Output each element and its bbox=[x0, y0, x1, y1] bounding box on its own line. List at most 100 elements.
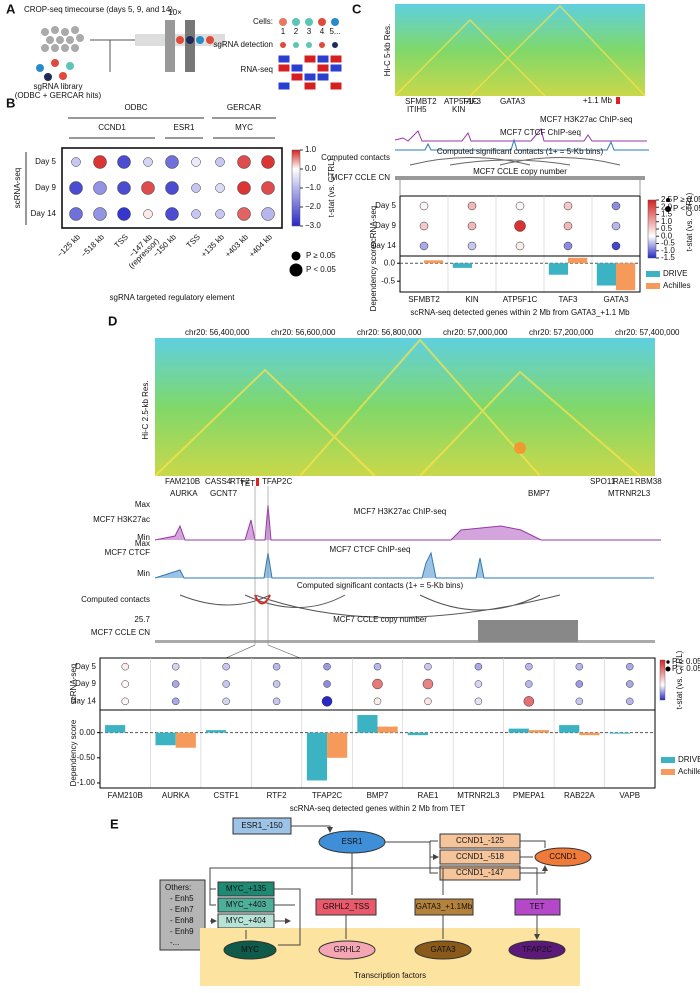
row-label: Day 9 bbox=[375, 221, 396, 230]
gene-label: KIN bbox=[452, 105, 466, 114]
size-key bbox=[289, 263, 303, 277]
dot bbox=[467, 241, 477, 251]
axis-title: Dependency score bbox=[69, 719, 78, 786]
size-key bbox=[665, 206, 671, 212]
dot bbox=[474, 662, 483, 671]
bar bbox=[548, 263, 568, 275]
node-label: MYC_+403 bbox=[226, 900, 267, 909]
legend-swatch bbox=[661, 757, 675, 763]
gene-label: TET bbox=[240, 479, 255, 488]
bar bbox=[377, 726, 398, 733]
dot bbox=[171, 662, 180, 671]
row-label: Day 9 bbox=[35, 183, 56, 192]
dot bbox=[272, 697, 281, 706]
locus-mark bbox=[256, 478, 259, 486]
panel-label: C bbox=[352, 1, 362, 16]
dot bbox=[611, 241, 621, 251]
dot bbox=[165, 155, 179, 169]
panel-label: B bbox=[6, 95, 15, 110]
bar bbox=[357, 715, 378, 733]
legend-label: P < 0.05 bbox=[672, 664, 700, 673]
colorbar-label: t-stat (vs. CTRL) bbox=[685, 192, 694, 251]
dot bbox=[71, 157, 81, 167]
colorbar-label: t-stat (vs. CTRL) bbox=[327, 158, 336, 217]
legend-label: P ≥ 0.05 bbox=[672, 657, 700, 666]
dot bbox=[121, 680, 129, 688]
node-label: ESR1_-150 bbox=[241, 821, 283, 830]
x-tick-label: VAPB bbox=[619, 791, 640, 800]
bar bbox=[596, 263, 616, 286]
track-note: Computed significant contacts (1+ = 5-Kb… bbox=[297, 581, 464, 590]
bar bbox=[306, 732, 328, 781]
node-label: MYC_+404 bbox=[226, 916, 267, 925]
axis-title: scRNA-seq detected genes within 2 Mb fro… bbox=[290, 804, 466, 813]
colorbar bbox=[291, 149, 301, 227]
dot bbox=[215, 183, 225, 193]
node-label: Others: bbox=[165, 883, 191, 892]
title: CROP-seq timecourse (days 5, 9, and 14) bbox=[24, 5, 173, 14]
x-tick-label: TAF3 bbox=[559, 295, 579, 304]
colorbar-tick-label: 0.5 bbox=[661, 224, 673, 233]
plot-frame bbox=[399, 255, 641, 293]
row-label: Day 9 bbox=[75, 679, 96, 688]
dot bbox=[222, 697, 230, 706]
dot bbox=[191, 183, 201, 193]
x-tick-label: KIN bbox=[465, 295, 479, 304]
group-label: GERCAR bbox=[227, 103, 261, 112]
x-tick-label: MTRNR2L3 bbox=[457, 791, 500, 800]
label: (ODBC + GERCAR hits) bbox=[15, 91, 102, 100]
row-label: Day 14 bbox=[371, 241, 397, 250]
row-label: Day 5 bbox=[75, 662, 96, 671]
node-label: - Enh7 bbox=[170, 905, 194, 914]
dot bbox=[563, 221, 573, 231]
colorbar-tick-label: 0.0 bbox=[305, 164, 317, 173]
size-key bbox=[291, 251, 301, 261]
legend-swatch bbox=[646, 283, 660, 289]
dot bbox=[611, 221, 621, 231]
gene-label: GATA3 bbox=[500, 97, 526, 106]
colorbar bbox=[659, 659, 666, 701]
dot bbox=[575, 680, 584, 688]
locus-lines bbox=[254, 486, 269, 645]
x-tick-label: FAM210B bbox=[108, 791, 143, 800]
row-label: Day 14 bbox=[71, 696, 97, 705]
node-label: GRHL2_TSS bbox=[323, 902, 370, 911]
node-label: CCND1_-147 bbox=[456, 868, 505, 877]
dot bbox=[611, 201, 621, 211]
panel-a-art bbox=[36, 18, 343, 91]
track-label: MCF7 CTCF ChIP-seq bbox=[330, 545, 411, 554]
colorbar bbox=[647, 199, 657, 259]
legend-label: DRIVE bbox=[678, 755, 700, 764]
x-tick-label: SFMBT2 bbox=[408, 295, 440, 304]
label: sgRNA library bbox=[34, 82, 83, 91]
gene-label: TAF3 bbox=[462, 97, 482, 106]
legend-label: DRIVE bbox=[663, 269, 687, 278]
dot bbox=[373, 697, 382, 706]
dot bbox=[237, 207, 251, 221]
axis-title: Dependency score bbox=[369, 244, 378, 311]
zoom-lines bbox=[399, 180, 641, 195]
dot bbox=[467, 201, 477, 211]
x-tick-label: TSS bbox=[185, 233, 202, 250]
dot bbox=[117, 181, 131, 195]
x-tick-label: −125 kb bbox=[55, 232, 82, 259]
bar bbox=[327, 732, 348, 758]
colorbar-tick-label: -0.5 bbox=[661, 239, 675, 248]
x-tick-label: RAE1 bbox=[418, 791, 439, 800]
bar bbox=[452, 263, 472, 268]
dot bbox=[272, 662, 281, 671]
dot bbox=[237, 181, 251, 195]
dot bbox=[222, 680, 230, 688]
y-tick-label: -0.50 bbox=[77, 753, 96, 762]
node-label: -... bbox=[170, 938, 179, 947]
dot bbox=[121, 662, 129, 671]
dot bbox=[467, 221, 477, 231]
track-scale: Min bbox=[137, 533, 150, 542]
x-tick-label: TFAP2C bbox=[312, 791, 342, 800]
dot bbox=[563, 201, 573, 211]
legend-label: Achilles bbox=[663, 281, 691, 290]
track-scale: Max bbox=[135, 500, 150, 509]
dot bbox=[93, 155, 107, 169]
node-label: - Enh9 bbox=[170, 927, 194, 936]
legend-label: P ≥ 0.05 bbox=[306, 251, 336, 260]
